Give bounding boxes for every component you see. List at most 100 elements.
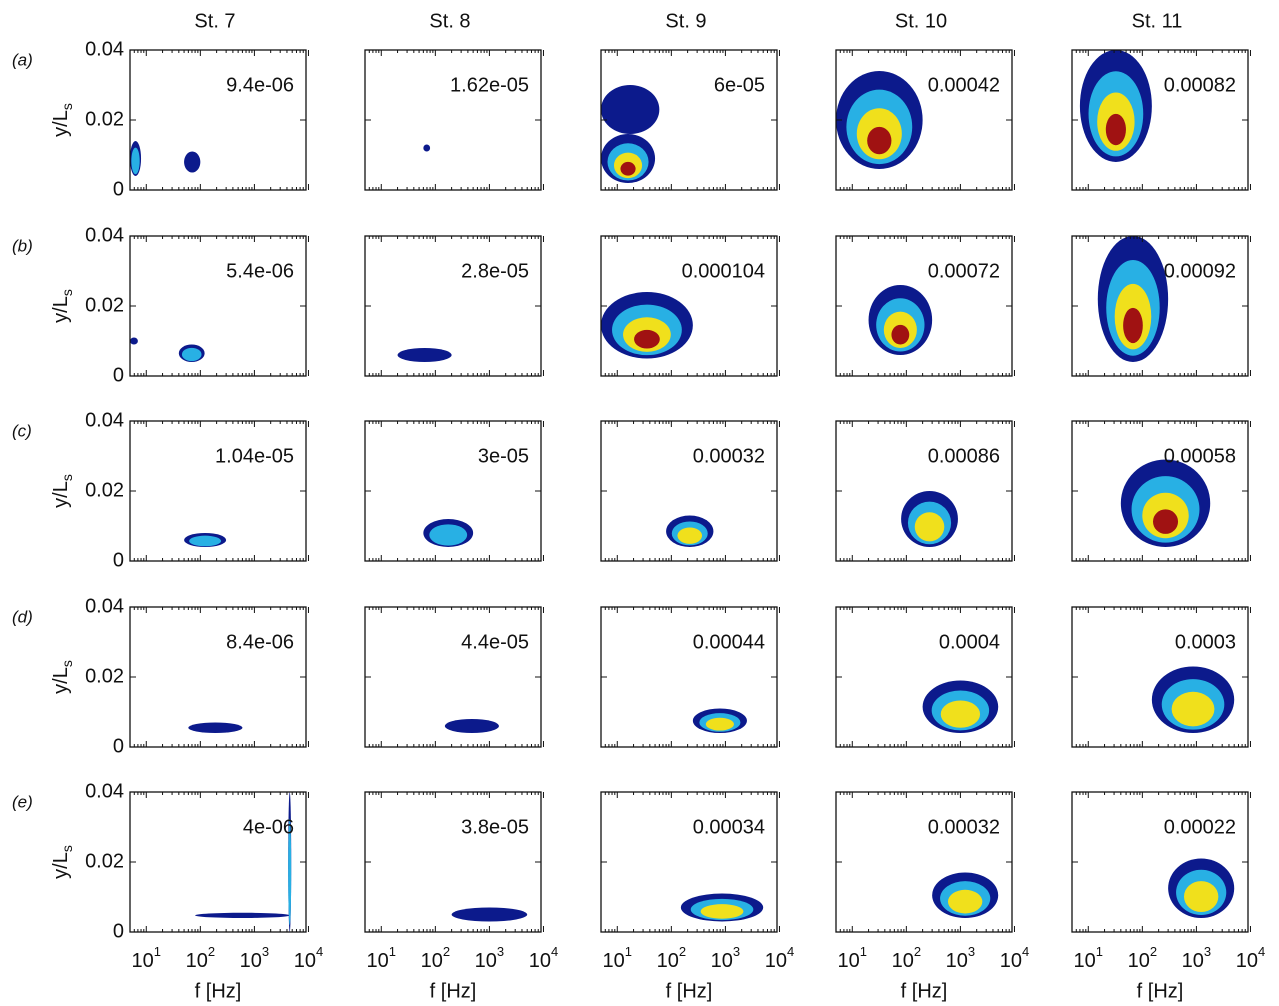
x-tick-exponent: 4	[551, 944, 558, 959]
annotation: 0.00044	[693, 631, 765, 653]
plot-area	[666, 515, 714, 547]
axes-frame	[600, 606, 778, 748]
annotation: 9.4e-06	[226, 74, 294, 96]
contour-level	[429, 524, 468, 546]
x-tick-exponent: 1	[389, 944, 396, 959]
y-tick-label: 0.04	[85, 595, 124, 617]
contour-level	[131, 147, 140, 175]
plot-area	[601, 292, 693, 359]
y-axis-label-main: y/L	[50, 296, 72, 323]
annotation: 5.4e-06	[226, 260, 294, 282]
x-tick-exponent: 3	[497, 944, 504, 959]
y-tick-label: 0	[113, 735, 124, 757]
x-axis-label: f [Hz]	[430, 980, 477, 1002]
annotation: 4e-06	[243, 816, 294, 838]
x-tick-exponent: 4	[1022, 944, 1029, 959]
x-tick-base: 10	[946, 950, 968, 972]
x-tick-label: 101	[1074, 944, 1103, 972]
row-label: (d)	[12, 607, 33, 626]
y-tick-label: 0	[113, 364, 124, 386]
plot-area	[692, 708, 747, 733]
x-tick-exponent: 2	[679, 944, 686, 959]
annotation: 0.00082	[1164, 74, 1236, 96]
annotation: 6e-05	[714, 74, 765, 96]
x-tick-label: 103	[240, 944, 269, 972]
y-tick-label: 0.02	[85, 479, 124, 501]
x-tick-base: 10	[603, 950, 625, 972]
y-axis-label-sub: s	[59, 660, 75, 667]
x-tick-exponent: 4	[787, 944, 794, 959]
contour-level	[634, 329, 660, 349]
plot-area	[901, 491, 958, 547]
x-axis-label: f [Hz]	[901, 980, 948, 1002]
contour-level	[601, 85, 660, 134]
x-tick-exponent: 2	[208, 944, 215, 959]
plot-area	[1120, 459, 1211, 547]
column-title: St. 9	[665, 10, 706, 32]
x-axis-label: f [Hz]	[1137, 980, 1184, 1002]
x-tick-exponent: 2	[914, 944, 921, 959]
x-tick-base: 10	[475, 950, 497, 972]
x-tick-base: 10	[294, 950, 316, 972]
plot-area	[1151, 666, 1235, 733]
axes-frame	[129, 235, 307, 377]
contour-level	[423, 144, 431, 152]
contour-level	[891, 324, 910, 345]
plot-area	[1079, 50, 1152, 162]
x-tick-exponent: 3	[1204, 944, 1211, 959]
x-tick-label: 102	[1128, 944, 1157, 972]
y-axis-label: y/Ls	[50, 845, 74, 879]
plot-area	[932, 872, 999, 918]
y-axis-label-main: y/L	[50, 110, 72, 137]
x-tick-label: 101	[603, 944, 632, 972]
annotation: 0.0003	[1175, 631, 1236, 653]
x-tick-base: 10	[1128, 950, 1150, 972]
x-tick-exponent: 3	[262, 944, 269, 959]
x-tick-label: 102	[892, 944, 921, 972]
x-tick-exponent: 2	[1150, 944, 1157, 959]
y-axis-label: y/Ls	[50, 474, 74, 508]
y-axis-label-main: y/L	[50, 481, 72, 508]
x-tick-base: 10	[421, 950, 443, 972]
contour-level	[1171, 691, 1215, 727]
y-axis-label: y/Ls	[50, 103, 74, 137]
row-label: (c)	[12, 421, 32, 440]
x-tick-base: 10	[711, 950, 733, 972]
x-axis-label: f [Hz]	[195, 980, 242, 1002]
x-tick-base: 10	[1000, 950, 1022, 972]
x-tick-label: 104	[294, 944, 323, 972]
annotation: 0.00072	[928, 260, 1000, 282]
contour-level	[947, 889, 983, 914]
y-axis-label-sub: s	[59, 474, 75, 481]
annotation: 0.00092	[1164, 260, 1236, 282]
plot-area	[130, 337, 205, 362]
x-tick-base: 10	[1236, 950, 1258, 972]
row-label: (a)	[12, 50, 33, 69]
x-tick-exponent: 1	[1096, 944, 1103, 959]
y-tick-label: 0.02	[85, 294, 124, 316]
contour-level	[451, 907, 528, 922]
y-tick-label: 0	[113, 920, 124, 942]
plot-area	[423, 519, 474, 547]
x-tick-label: 103	[475, 944, 504, 972]
x-tick-exponent: 4	[1258, 944, 1265, 959]
contour-level	[189, 535, 222, 547]
contour-level	[288, 818, 292, 925]
x-tick-base: 10	[240, 950, 262, 972]
x-tick-exponent: 1	[860, 944, 867, 959]
plot-area	[188, 722, 243, 733]
annotation: 3e-05	[478, 445, 529, 467]
contour-level	[1183, 881, 1219, 913]
y-tick-label: 0.02	[85, 665, 124, 687]
x-tick-label: 102	[657, 944, 686, 972]
x-tick-label: 103	[711, 944, 740, 972]
y-axis-label-sub: s	[59, 289, 75, 296]
x-tick-base: 10	[1074, 950, 1096, 972]
x-tick-label: 101	[367, 944, 396, 972]
contour-level	[444, 719, 499, 733]
plot-area	[1168, 858, 1235, 918]
x-tick-exponent: 2	[443, 944, 450, 959]
plot-area	[451, 907, 528, 922]
y-axis-label: y/Ls	[50, 289, 74, 323]
